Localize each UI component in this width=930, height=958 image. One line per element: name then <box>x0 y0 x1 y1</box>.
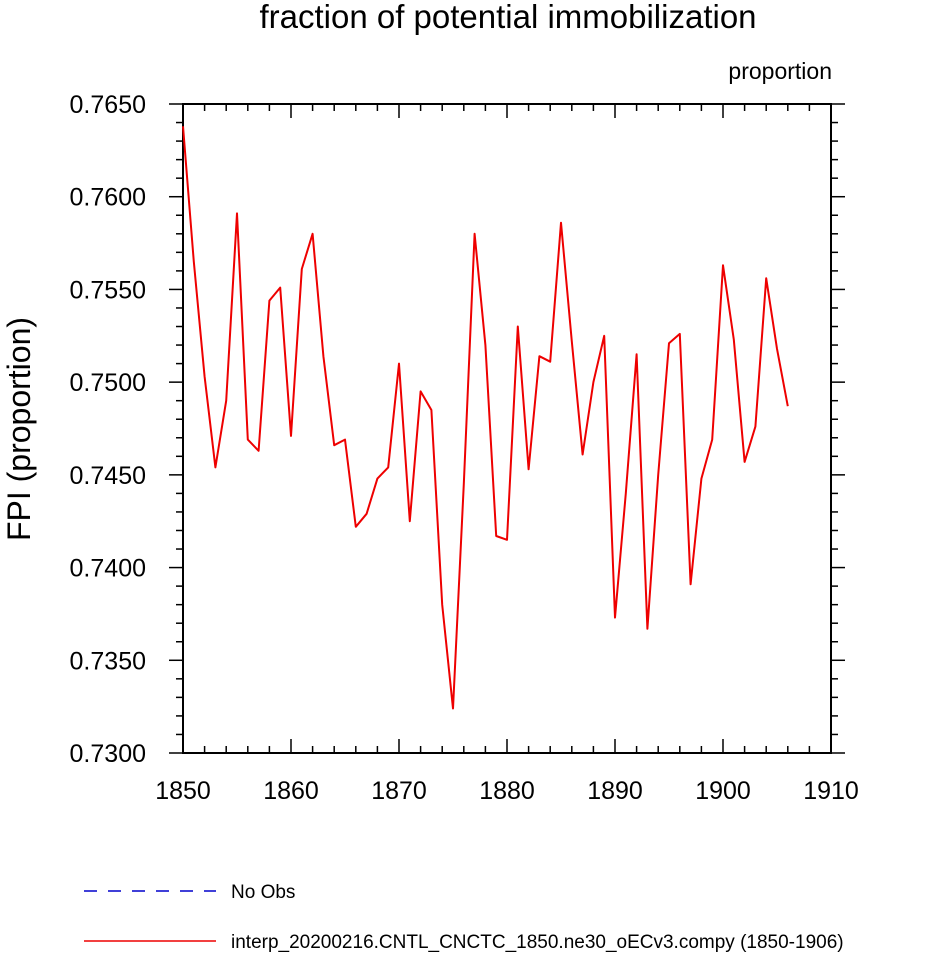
legend-label: No Obs <box>231 882 295 903</box>
y-tick-label: 0.7450 <box>70 462 146 490</box>
x-tick-label: 1910 <box>803 777 859 805</box>
x-tick-label: 1890 <box>587 777 643 805</box>
y-tick-label: 0.7500 <box>70 369 146 397</box>
y-tick-label: 0.7550 <box>70 276 146 304</box>
plot-frame <box>182 103 832 754</box>
x-tick-label: 1850 <box>155 777 211 805</box>
units-label: proportion <box>728 58 832 84</box>
y-tick-label: 0.7400 <box>70 555 146 583</box>
x-tick-label: 1860 <box>263 777 319 805</box>
y-tick-label: 0.7600 <box>70 184 146 212</box>
axis-ticks <box>169 103 845 754</box>
series-line <box>182 126 789 710</box>
legend-label: interp_20200216.CNTL_CNCTC_1850.ne30_oEC… <box>231 932 844 953</box>
y-tick-label: 0.7650 <box>70 91 146 119</box>
x-tick-label: 1900 <box>695 777 751 805</box>
y-tick-labels: 0.7300 0.7350 0.7400 0.7450 0.7500 0.7550 0.76… <box>70 91 146 768</box>
x-tick-label: 1870 <box>371 777 427 805</box>
x-tick-labels: 1850 1860 1870 1880 1890 1900 1910 <box>155 777 859 805</box>
legend: No Obs interp_20200216.CNTL_CNCTC_1850.ne… <box>84 882 844 953</box>
y-tick-label: 0.7300 <box>70 740 146 768</box>
y-axis-label: FPI (proportion) <box>1 317 37 541</box>
x-tick-label: 1880 <box>479 777 535 805</box>
y-tick-label: 0.7350 <box>70 647 146 675</box>
chart-title: fraction of potential immobilization <box>259 0 756 35</box>
plot-area <box>182 126 789 710</box>
